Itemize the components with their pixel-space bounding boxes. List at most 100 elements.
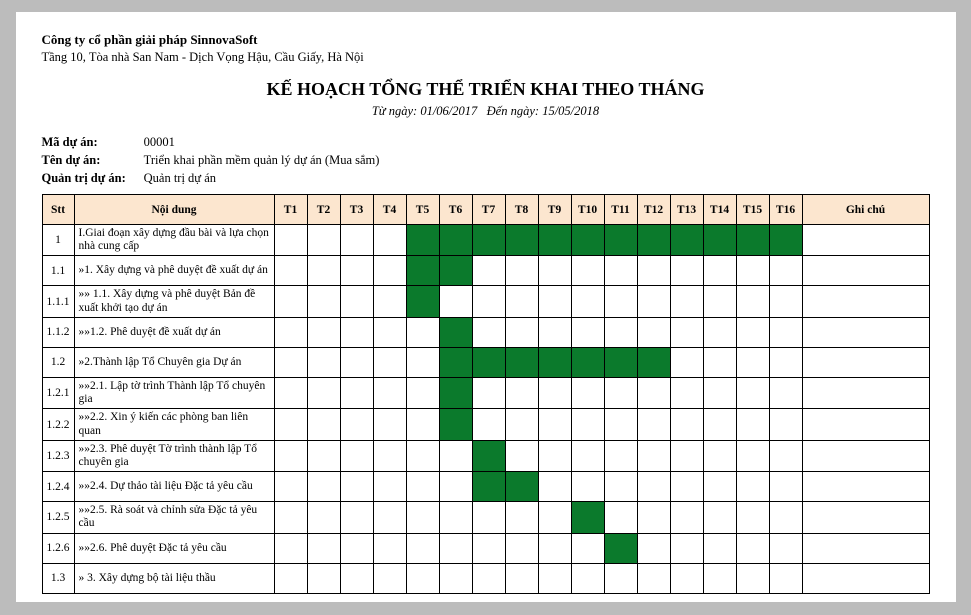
gantt-cell	[406, 256, 439, 286]
gantt-cell	[340, 472, 373, 502]
gantt-cell	[340, 409, 373, 440]
gantt-cell	[604, 225, 637, 256]
gantt-cell	[571, 347, 604, 377]
gantt-cell	[307, 347, 340, 377]
row-stt: 1.1	[42, 256, 74, 286]
row-stt: 1.2.2	[42, 409, 74, 440]
gantt-cell	[670, 472, 703, 502]
gantt-cell	[538, 317, 571, 347]
gantt-cell	[340, 225, 373, 256]
meta-name-value: Triển khai phần mềm quản lý dự án (Mua s…	[144, 153, 380, 168]
gantt-cell	[439, 563, 472, 593]
gantt-cell	[769, 440, 802, 471]
col-header-month-1: T1	[274, 195, 307, 225]
gantt-cell	[736, 377, 769, 408]
gantt-row: 1.2.3 »»2.3. Phê duyệt Tờ trình thành lậ…	[42, 440, 929, 471]
gantt-cell	[439, 225, 472, 256]
gantt-cell	[769, 256, 802, 286]
meta-project-code: Mã dự án: 00001	[42, 135, 930, 150]
gantt-cell	[406, 286, 439, 317]
gantt-cell	[637, 563, 670, 593]
meta-admin-value: Quản trị dự án	[144, 171, 216, 186]
gantt-cell	[373, 317, 406, 347]
gantt-cell	[505, 563, 538, 593]
gantt-cell	[307, 225, 340, 256]
gantt-cell	[340, 502, 373, 533]
row-stt: 1.1.1	[42, 286, 74, 317]
row-note	[802, 317, 929, 347]
gantt-cell	[472, 377, 505, 408]
gantt-cell	[340, 286, 373, 317]
gantt-cell	[604, 347, 637, 377]
gantt-cell	[637, 409, 670, 440]
gantt-cell	[703, 256, 736, 286]
gantt-cell	[604, 440, 637, 471]
gantt-cell	[505, 440, 538, 471]
gantt-cell	[505, 225, 538, 256]
meta-admin-label: Quản trị dự án:	[42, 171, 141, 186]
gantt-cell	[637, 256, 670, 286]
gantt-cell	[274, 347, 307, 377]
gantt-cell	[307, 440, 340, 471]
gantt-cell	[274, 440, 307, 471]
col-header-month-3: T3	[340, 195, 373, 225]
gantt-cell	[637, 286, 670, 317]
gantt-cell	[439, 347, 472, 377]
gantt-cell	[373, 347, 406, 377]
gantt-cell	[670, 347, 703, 377]
gantt-cell	[274, 317, 307, 347]
row-note	[802, 563, 929, 593]
gantt-cell	[439, 317, 472, 347]
gantt-cell	[439, 472, 472, 502]
gantt-cell	[274, 225, 307, 256]
col-header-month-11: T11	[604, 195, 637, 225]
gantt-cell	[340, 377, 373, 408]
gantt-cell	[505, 472, 538, 502]
row-note	[802, 286, 929, 317]
row-note	[802, 440, 929, 471]
gantt-cell	[307, 377, 340, 408]
gantt-cell	[340, 533, 373, 563]
gantt-cell	[472, 502, 505, 533]
gantt-cell	[505, 377, 538, 408]
gantt-cell	[439, 502, 472, 533]
row-desc: »»2.3. Phê duyệt Tờ trình thành lập Tổ c…	[74, 440, 274, 471]
gantt-cell	[571, 472, 604, 502]
gantt-cell	[406, 533, 439, 563]
gantt-cell	[769, 225, 802, 256]
gantt-row: 1.2 »2.Thành lập Tổ Chuyên gia Dự án	[42, 347, 929, 377]
gantt-cell	[505, 502, 538, 533]
gantt-cell	[538, 377, 571, 408]
row-stt: 1	[42, 225, 74, 256]
gantt-cell	[670, 286, 703, 317]
col-header-stt: Stt	[42, 195, 74, 225]
gantt-cell	[736, 533, 769, 563]
row-desc: »2.Thành lập Tổ Chuyên gia Dự án	[74, 347, 274, 377]
gantt-cell	[505, 347, 538, 377]
report-title: KẾ HOẠCH TỔNG THỂ TRIỂN KHAI THEO THÁNG	[42, 79, 930, 100]
gantt-row: 1.2.1 »»2.1. Lập tờ trình Thành lập Tổ c…	[42, 377, 929, 408]
gantt-cell	[604, 502, 637, 533]
gantt-row: 1.2.4 »»2.4. Dự thảo tài liệu Đặc tả yêu…	[42, 472, 929, 502]
gantt-cell	[472, 472, 505, 502]
gantt-cell	[472, 409, 505, 440]
gantt-cell	[505, 409, 538, 440]
gantt-cell	[406, 409, 439, 440]
gantt-cell	[769, 409, 802, 440]
gantt-cell	[703, 502, 736, 533]
gantt-cell	[373, 377, 406, 408]
gantt-row: 1.2.2 »»2.2. Xin ý kiến các phòng ban li…	[42, 409, 929, 440]
gantt-cell	[604, 377, 637, 408]
date-from-value: 01/06/2017	[420, 104, 477, 118]
gantt-cell	[472, 533, 505, 563]
col-header-month-2: T2	[307, 195, 340, 225]
gantt-cell	[670, 440, 703, 471]
gantt-cell	[736, 256, 769, 286]
gantt-cell	[406, 347, 439, 377]
gantt-cell	[373, 440, 406, 471]
row-stt: 1.2.5	[42, 502, 74, 533]
gantt-cell	[373, 256, 406, 286]
row-note	[802, 256, 929, 286]
gantt-cell	[472, 286, 505, 317]
gantt-cell	[571, 440, 604, 471]
